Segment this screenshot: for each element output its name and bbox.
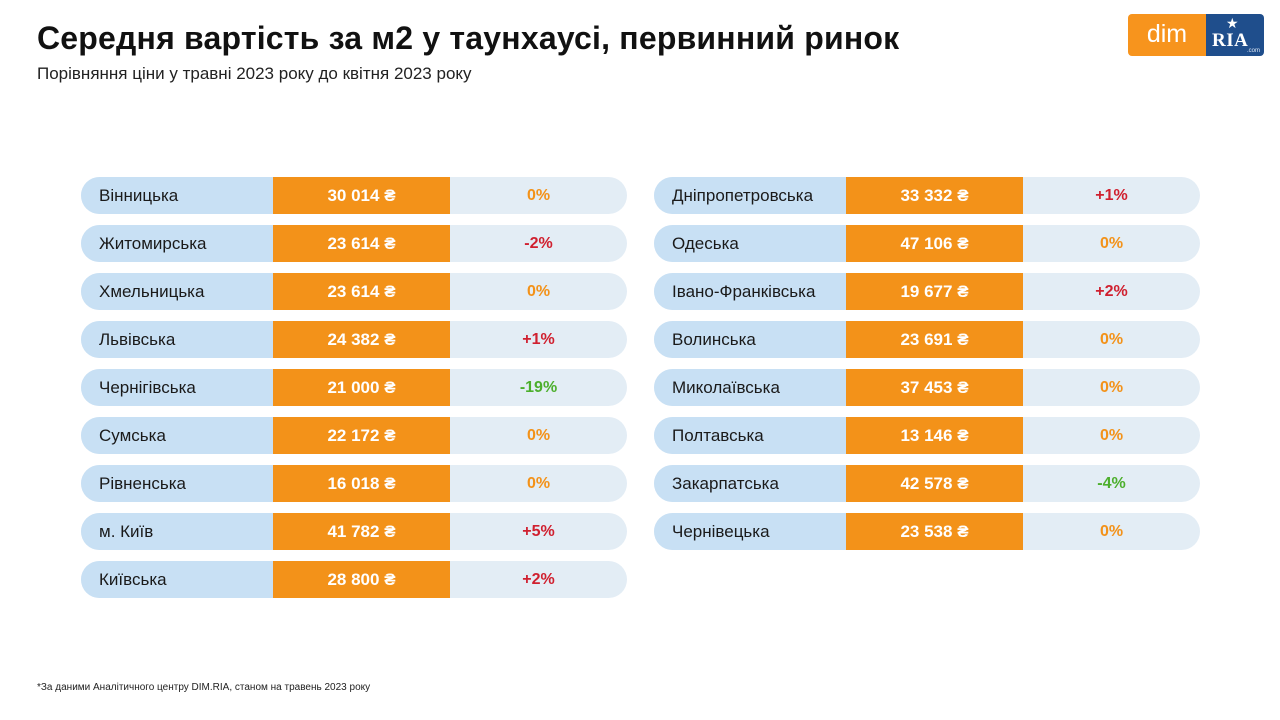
price-value: 23 614 ₴ (273, 225, 450, 262)
change-value: 0% (526, 427, 551, 444)
change-value: -19% (519, 379, 558, 396)
region-name: Дніпропетровська (654, 177, 846, 214)
price-value: 42 578 ₴ (846, 465, 1023, 502)
region-name: Івано-Франківська (654, 273, 846, 310)
region-name: Чернівецька (654, 513, 846, 550)
change-value: +2% (1095, 283, 1128, 300)
price-value: 37 453 ₴ (846, 369, 1023, 406)
dim-ria-logo[interactable]: dim ★ RIA .com (1128, 14, 1264, 56)
price-value: 23 691 ₴ (846, 321, 1023, 358)
table-row: м. Київ 41 782 ₴ +5% (81, 513, 627, 550)
price-value: 22 172 ₴ (273, 417, 450, 454)
table-row: Дніпропетровська 33 332 ₴ +1% (654, 177, 1200, 214)
table-row: Житомирська 23 614 ₴ -2% (81, 225, 627, 262)
region-name: Полтавська (654, 417, 846, 454)
region-name: Хмельницька (81, 273, 273, 310)
region-name: Київська (81, 561, 273, 598)
price-value: 28 800 ₴ (273, 561, 450, 598)
footnote: *За даними Аналітичного центру DIM.RIA, … (37, 682, 371, 693)
price-value: 41 782 ₴ (273, 513, 450, 550)
change-value: 0% (1099, 235, 1124, 252)
change-value: 0% (1099, 379, 1124, 396)
change-value: 0% (1099, 523, 1124, 540)
page-subtitle: Порівняння ціни у травні 2023 року до кв… (37, 64, 472, 83)
region-name: Вінницька (81, 177, 273, 214)
change-value: 0% (526, 475, 551, 492)
star-icon: ★ (1226, 15, 1239, 31)
table-column-left: Вінницька 30 014 ₴ 0% Житомирська 23 614 ₴ -2… (81, 177, 627, 609)
region-name: Одеська (654, 225, 846, 262)
price-value: 33 332 ₴ (846, 177, 1023, 214)
region-name: Волинська (654, 321, 846, 358)
table-row: Вінницька 30 014 ₴ 0% (81, 177, 627, 214)
table-row: Волинська 23 691 ₴ 0% (654, 321, 1200, 358)
change-value: 0% (526, 283, 551, 300)
region-name: Чернігівська (81, 369, 273, 406)
logo-ria-sub: .com (1246, 48, 1260, 54)
table-row: Полтавська 13 146 ₴ 0% (654, 417, 1200, 454)
change-value: -2% (524, 235, 553, 252)
price-value: 13 146 ₴ (846, 417, 1023, 454)
logo-dim-text: dim (1128, 14, 1206, 56)
price-value: 24 382 ₴ (273, 321, 450, 358)
change-value: +1% (1095, 187, 1128, 204)
price-value: 47 106 ₴ (846, 225, 1023, 262)
table-row: Івано-Франківська 19 677 ₴ +2% (654, 273, 1200, 310)
region-name: Закарпатська (654, 465, 846, 502)
table-row: Закарпатська 42 578 ₴ -4% (654, 465, 1200, 502)
change-value: +1% (522, 331, 555, 348)
table-row: Сумська 22 172 ₴ 0% (81, 417, 627, 454)
table-column-right: Дніпропетровська 33 332 ₴ +1% Одеська 47 106… (654, 177, 1200, 561)
table-row: Чернівецька 23 538 ₴ 0% (654, 513, 1200, 550)
region-name: Житомирська (81, 225, 273, 262)
table-row: Чернігівська 21 000 ₴ -19% (81, 369, 627, 406)
change-value: +5% (522, 523, 555, 540)
region-name: Львівська (81, 321, 273, 358)
change-value: 0% (1099, 331, 1124, 348)
table-row: Миколаївська 37 453 ₴ 0% (654, 369, 1200, 406)
price-value: 16 018 ₴ (273, 465, 450, 502)
region-name: Миколаївська (654, 369, 846, 406)
price-value: 23 538 ₴ (846, 513, 1023, 550)
logo-ria-text: RIA (1212, 30, 1249, 51)
table-row: Львівська 24 382 ₴ +1% (81, 321, 627, 358)
price-value: 30 014 ₴ (273, 177, 450, 214)
table-row: Київська 28 800 ₴ +2% (81, 561, 627, 598)
region-name: Рівненська (81, 465, 273, 502)
page-title: Середня вартість за м2 у таунхаусі, перв… (37, 20, 900, 56)
table-row: Одеська 47 106 ₴ 0% (654, 225, 1200, 262)
change-value: 0% (1099, 427, 1124, 444)
table-row: Хмельницька 23 614 ₴ 0% (81, 273, 627, 310)
region-name: м. Київ (81, 513, 273, 550)
region-name: Сумська (81, 417, 273, 454)
price-value: 19 677 ₴ (846, 273, 1023, 310)
logo-ria-badge: ★ RIA .com (1206, 14, 1264, 56)
price-value: 21 000 ₴ (273, 369, 450, 406)
table-row: Рівненська 16 018 ₴ 0% (81, 465, 627, 502)
price-value: 23 614 ₴ (273, 273, 450, 310)
change-value: +2% (522, 571, 555, 588)
change-value: 0% (526, 187, 551, 204)
change-value: -4% (1097, 475, 1126, 492)
